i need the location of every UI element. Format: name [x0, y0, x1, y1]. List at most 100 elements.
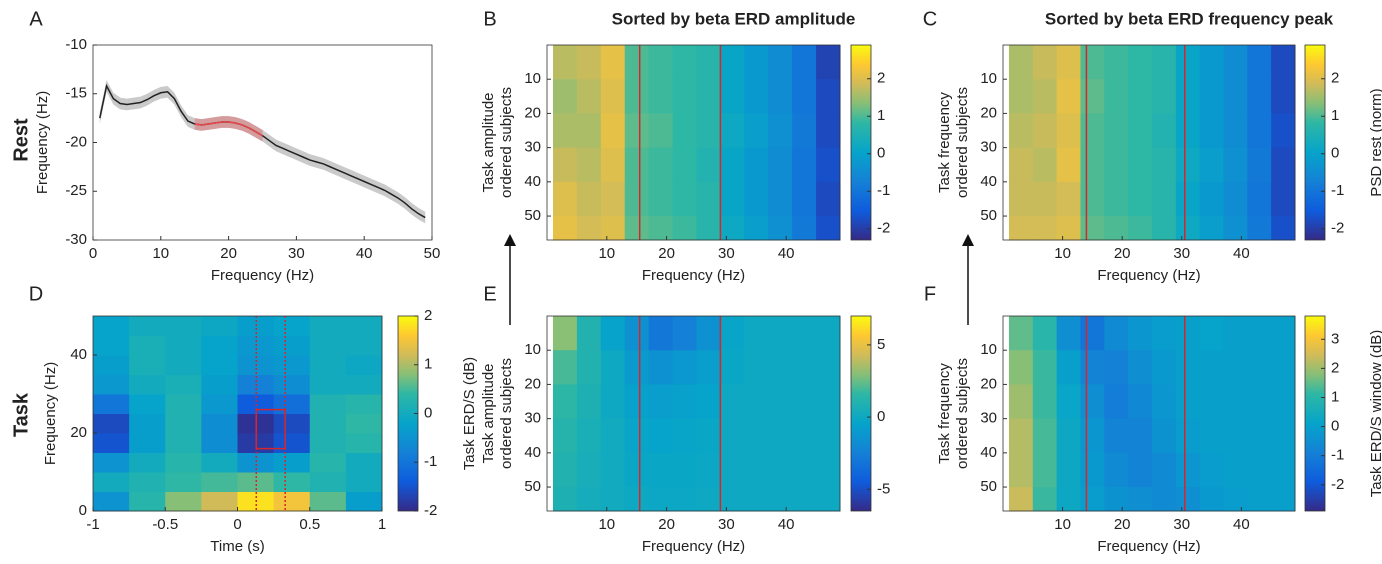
heatmap-cell [1247, 316, 1272, 351]
heatmap-cell [129, 491, 166, 512]
heatmap-cell [201, 335, 238, 356]
heatmap-cell [93, 335, 130, 356]
heatmap-cell [768, 384, 793, 420]
heatmap-cell [1271, 418, 1296, 454]
heatmap-cell [1223, 216, 1248, 241]
heatmap-cell [768, 350, 793, 385]
heatmap-cell [1199, 79, 1224, 114]
heatmap-cell [696, 350, 721, 385]
heatmap-cell [576, 316, 602, 351]
heatmap-cell [129, 472, 166, 492]
heatmap-cell [720, 418, 745, 454]
heatmap-cell [552, 487, 578, 512]
heatmap-cell [648, 350, 674, 385]
heatmap-cell [273, 413, 311, 434]
heatmap-cell [1199, 350, 1224, 385]
x-tick-label: 0 [89, 245, 97, 262]
heatmap-cell [165, 335, 202, 356]
heatmap-cell [648, 452, 674, 488]
heatmap-cell [165, 472, 202, 492]
heatmap-cell [792, 79, 817, 114]
heatmap-cell [552, 181, 578, 217]
heatmap-cell [1032, 384, 1058, 420]
x-tick-label: -0.5 [152, 516, 178, 533]
heatmap-cell [273, 452, 311, 473]
heatmap-cell [273, 374, 311, 395]
heatmap-cell [720, 79, 745, 114]
heatmap-cell [93, 491, 130, 512]
heatmap-cell [1056, 79, 1081, 114]
heatmap-cell [696, 384, 721, 420]
heatmap-cell [93, 316, 130, 336]
heatmap-cell [1008, 181, 1034, 217]
heatmap-cell [1104, 350, 1129, 385]
heatmap-cell [1151, 45, 1177, 80]
heatmap-cell [129, 433, 166, 453]
heatmap-cell [1199, 181, 1224, 217]
heatmap-cell [600, 45, 626, 80]
heatmap-cell [1128, 452, 1153, 488]
x-tick-label: 30 [288, 245, 305, 262]
heatmap-cell [696, 216, 721, 241]
heatmap-cell [1151, 181, 1177, 217]
heatmap-cell [768, 181, 793, 217]
heatmap-cell [1271, 350, 1296, 385]
heatmap-cell [696, 452, 721, 488]
y-tick-label: -20 [65, 133, 87, 150]
heatmap-cell [552, 418, 578, 454]
heatmap-cell [129, 316, 166, 336]
heatmap-cell [129, 452, 166, 473]
x-axis-label: Frequency (Hz) [1097, 538, 1200, 555]
heatmap-cell [696, 147, 721, 183]
colorbar-tick-label: -2 [877, 220, 890, 237]
heatmap-cell [309, 413, 347, 434]
heatmap-cell [696, 487, 721, 512]
colorbar-tick-label: 1 [424, 356, 432, 373]
x-tick-label: 0.5 [299, 516, 320, 533]
heatmap-cell [576, 79, 602, 114]
heatmap-cell [1080, 316, 1105, 351]
heatmap-cell [1247, 147, 1272, 183]
heatmap-cell [1151, 452, 1177, 488]
heatmap-cell [1080, 45, 1105, 80]
heatmap-cell [816, 418, 841, 454]
heatmap-cell [768, 418, 793, 454]
y-tick-label: 20 [980, 104, 997, 121]
axes-frame [546, 44, 841, 241]
heatmap-cell [1199, 216, 1224, 241]
heatmap-cell [1271, 147, 1296, 183]
heatmap-cell [600, 487, 626, 512]
heatmap-cell [792, 487, 817, 512]
colorbar-label: Task ERD/S (dB) [461, 357, 478, 470]
heatmap-cell [1223, 147, 1248, 183]
heatmap-cell [792, 113, 817, 149]
x-tick-label: 20 [1114, 516, 1131, 533]
panel-letter: E [483, 283, 496, 305]
heatmap-cell [1032, 79, 1058, 114]
heatmap-cell [1128, 181, 1153, 217]
y-axis-label: Frequency (Hz) [34, 91, 51, 194]
heatmap-cell [768, 45, 793, 80]
heatmap-cell [552, 350, 578, 385]
heatmap-cell [1032, 316, 1058, 351]
heatmap-cell [345, 355, 383, 375]
x-tick-label: 0 [233, 516, 241, 533]
y-tick-label: 50 [980, 207, 997, 224]
heatmap-cell [576, 418, 602, 454]
heatmap-cell [624, 45, 650, 80]
y-tick-label: 40 [524, 173, 541, 190]
heatmap-cell [1056, 316, 1081, 351]
colorbar-tick-label: 1 [1331, 388, 1339, 405]
heatmap-cell [201, 491, 238, 512]
heatmap-cell [720, 45, 745, 80]
y-tick-label: 10 [524, 341, 541, 358]
heatmap-cell [1151, 147, 1177, 183]
heatmap-cell [648, 418, 674, 454]
heatmap-cell [1080, 350, 1105, 385]
heatmap-cell [1247, 487, 1272, 512]
heatmap-cell [720, 147, 745, 183]
y-tick-label: 10 [980, 341, 997, 358]
heatmap-cell [672, 113, 697, 149]
x-tick-label: 10 [598, 516, 615, 533]
heatmap-cell [1104, 79, 1129, 114]
